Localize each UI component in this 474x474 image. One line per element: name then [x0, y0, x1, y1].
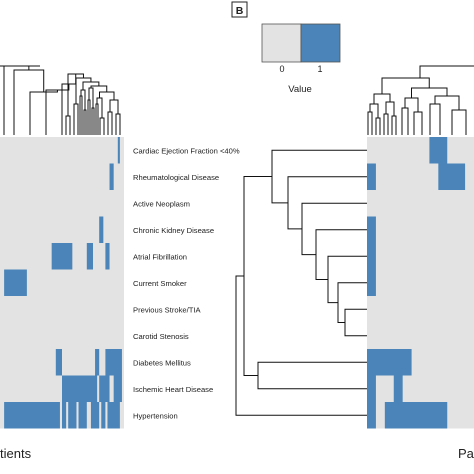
row-dendrogram-branch	[327, 255, 367, 304]
row-dendrogram-branch	[235, 275, 367, 416]
left-dendrogram-branch	[83, 109, 87, 135]
legend-swatch-1	[300, 23, 341, 63]
row-label: Active Neoplasm	[133, 199, 190, 208]
left-heatmap-cell	[68, 402, 77, 429]
row-label: Carotid Stenosis	[133, 332, 189, 341]
right-heatmap-cell	[384, 402, 448, 429]
right-dendrogram-branch	[434, 95, 460, 110]
left-heatmap-cell	[99, 375, 110, 402]
right-dendrogram-branch	[375, 117, 381, 135]
legend-title: Value	[288, 84, 312, 95]
right-dendrogram-branch	[413, 111, 423, 135]
right-dendrogram-branch	[429, 103, 441, 135]
left-heatmap-cell	[117, 137, 120, 164]
left-dendrogram-branch	[87, 99, 91, 135]
right-dendrogram-branch	[383, 113, 389, 135]
left-heatmap-cell	[107, 402, 120, 429]
left-heatmap-cell	[4, 402, 60, 429]
row-labels: Cardiac Ejection Fraction <40% Rheumatolo…	[133, 146, 240, 420]
left-dendrogram-branch	[73, 103, 79, 135]
left-dendrogram-branch	[91, 107, 95, 135]
left-dendrogram-branch	[65, 115, 71, 135]
left-heatmap-cell	[105, 243, 110, 270]
panel-label: B	[231, 1, 248, 18]
right-axis-title: Pa	[458, 446, 474, 461]
row-dendrogram-branch	[315, 229, 367, 280]
right-heatmap-cell	[429, 137, 448, 164]
left-heatmap-cell	[109, 163, 114, 190]
left-heatmap-panel	[0, 137, 124, 429]
left-heatmap-cell	[90, 402, 100, 429]
right-dendrogram-branch	[391, 115, 397, 135]
left-dendrogram-branch	[107, 111, 113, 135]
row-label: Rheumatological Disease	[133, 173, 219, 182]
row-label: Atrial Fibrillation	[133, 252, 187, 261]
left-column-dendrogram	[0, 65, 121, 135]
panel-label-text: B	[236, 5, 244, 17]
right-heatmap-cell	[367, 163, 376, 190]
left-dendrogram-branch	[115, 113, 121, 135]
right-heatmap-cell	[367, 216, 376, 243]
right-heatmap-cell	[438, 163, 466, 190]
row-dendrogram	[235, 149, 367, 416]
left-heatmap-cell	[55, 349, 62, 376]
row-dendrogram-branch	[257, 361, 367, 390]
right-heatmap-cell	[367, 269, 376, 296]
right-heatmap-cell	[367, 402, 376, 429]
right-dendrogram-branch	[419, 65, 474, 78]
right-heatmap-cell	[367, 349, 412, 376]
left-dendrogram-branch	[99, 117, 105, 135]
legend-swatch-0	[261, 23, 302, 63]
left-heatmap-cell	[51, 243, 73, 270]
value-legend: 0 1 Value	[261, 23, 341, 95]
row-label: Ischemic Heart Disease	[133, 385, 213, 394]
right-heatmap-cell	[393, 375, 403, 402]
row-label: Hypertension	[133, 411, 178, 420]
row-label: Cardiac Ejection Fraction <40%	[133, 146, 240, 155]
left-heatmap-cell	[99, 216, 104, 243]
row-dendrogram-branch	[243, 176, 272, 376]
right-dendrogram-branch	[451, 109, 467, 135]
left-dendrogram-branch	[29, 90, 58, 135]
left-dendrogram-branch	[95, 103, 99, 135]
legend-label-0: 0	[279, 64, 284, 74]
right-dendrogram-branch	[401, 107, 409, 135]
right-dendrogram-branch	[367, 111, 373, 135]
left-heatmap-cell	[113, 375, 122, 402]
right-column-dendrogram	[367, 65, 474, 135]
row-label: Previous Stroke/TIA	[133, 305, 201, 314]
left-heatmap-cell	[62, 402, 67, 429]
left-dendrogram-branch	[79, 95, 83, 135]
left-heatmap-cell	[4, 269, 27, 296]
row-label: Current Smoker	[133, 279, 187, 288]
right-heatmap-panel	[367, 137, 474, 429]
legend-label-1: 1	[317, 64, 322, 74]
row-dendrogram-branch	[344, 308, 367, 337]
right-dendrogram-branch	[369, 103, 379, 118]
left-heatmap-cell	[78, 402, 87, 429]
left-axis-title: tients	[0, 446, 32, 461]
left-heatmap-cell	[101, 402, 106, 429]
left-heatmap-cell	[62, 375, 98, 402]
right-dendrogram-branch	[404, 97, 419, 112]
right-heatmap-cell	[367, 375, 376, 402]
left-dendrogram-branch	[13, 69, 45, 135]
row-dendrogram-branch	[301, 202, 367, 256]
right-heatmap-cell	[367, 243, 376, 270]
row-dendrogram-branch	[337, 282, 367, 323]
row-label: Diabetes Mellitus	[133, 358, 191, 367]
left-heatmap-cell	[105, 349, 122, 376]
row-label: Chronic Kidney Disease	[133, 226, 214, 235]
left-heatmap-cell	[95, 349, 100, 376]
right-dendrogram-branch	[381, 77, 430, 94]
left-dendrogram-branch	[3, 65, 30, 135]
left-heatmap-cell	[86, 243, 93, 270]
